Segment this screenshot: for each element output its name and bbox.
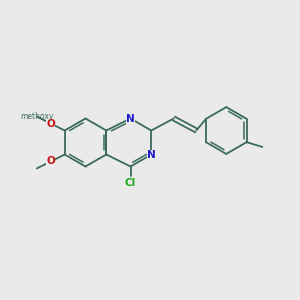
Text: N: N [126,113,135,124]
Text: O: O [46,118,55,128]
Text: Cl: Cl [125,178,136,188]
Text: methoxy: methoxy [20,112,53,121]
Text: N: N [147,149,156,160]
Text: O: O [46,157,55,166]
